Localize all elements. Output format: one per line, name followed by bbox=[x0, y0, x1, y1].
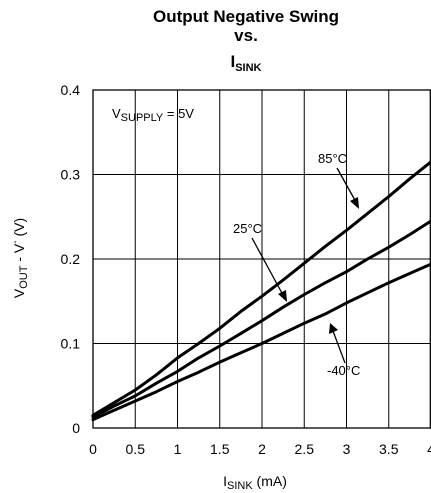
y-tick-label: 0.2 bbox=[61, 251, 81, 267]
y-tick-label: 0.3 bbox=[61, 167, 81, 183]
x-axis-label: ISINK (mA) bbox=[223, 473, 287, 492]
series-line--40c bbox=[91, 262, 431, 422]
callout-85c-arrowhead bbox=[350, 197, 359, 209]
supply-annotation: VSUPPLY = 5V bbox=[112, 106, 194, 124]
callout-25c-label: 25°C bbox=[233, 221, 262, 236]
x-tick-label: 0 bbox=[89, 441, 97, 457]
callout-85c-label: 85°C bbox=[318, 151, 347, 166]
x-tick-label: 0.5 bbox=[126, 441, 146, 457]
callout-25c-arrowhead bbox=[278, 290, 287, 302]
y-tick-label: 0.1 bbox=[61, 336, 81, 352]
y-tick-label: 0.4 bbox=[61, 82, 81, 98]
callout-25c-arrow-line bbox=[251, 237, 284, 296]
x-tick-label: 3.5 bbox=[379, 441, 399, 457]
x-tick-label: 3 bbox=[343, 441, 351, 457]
chart-title-line3: ISINK bbox=[230, 52, 261, 74]
callout-85c-arrow-line bbox=[336, 167, 357, 203]
callout-40c-arrow-line bbox=[332, 330, 346, 364]
series-line-25c bbox=[91, 219, 431, 419]
series-line-85c bbox=[91, 160, 431, 417]
tick-labels: 0 0.5 1 1.5 2 2.5 3 3.5 4 0 0.1 0.2 0.3 0.4 bbox=[61, 82, 431, 457]
callout-40c-label: -40°C bbox=[327, 363, 360, 378]
callout-40c-arrowhead bbox=[329, 323, 338, 334]
grid bbox=[93, 90, 431, 428]
y-axis-label: VOUT - V- (V) bbox=[10, 218, 30, 298]
x-tick-label: 2 bbox=[258, 441, 266, 457]
chart-title-line1: Output Negative Swing bbox=[153, 7, 339, 26]
chart-title-line2: vs. bbox=[234, 26, 258, 45]
x-tick-label: 4 bbox=[427, 441, 431, 457]
series-layer bbox=[91, 160, 431, 422]
y-tick-label: 0 bbox=[72, 420, 80, 436]
x-tick-label: 1.5 bbox=[210, 441, 230, 457]
x-tick-label: 2.5 bbox=[295, 441, 315, 457]
plot-frame bbox=[92, 89, 431, 429]
x-tick-label: 1 bbox=[174, 441, 182, 457]
